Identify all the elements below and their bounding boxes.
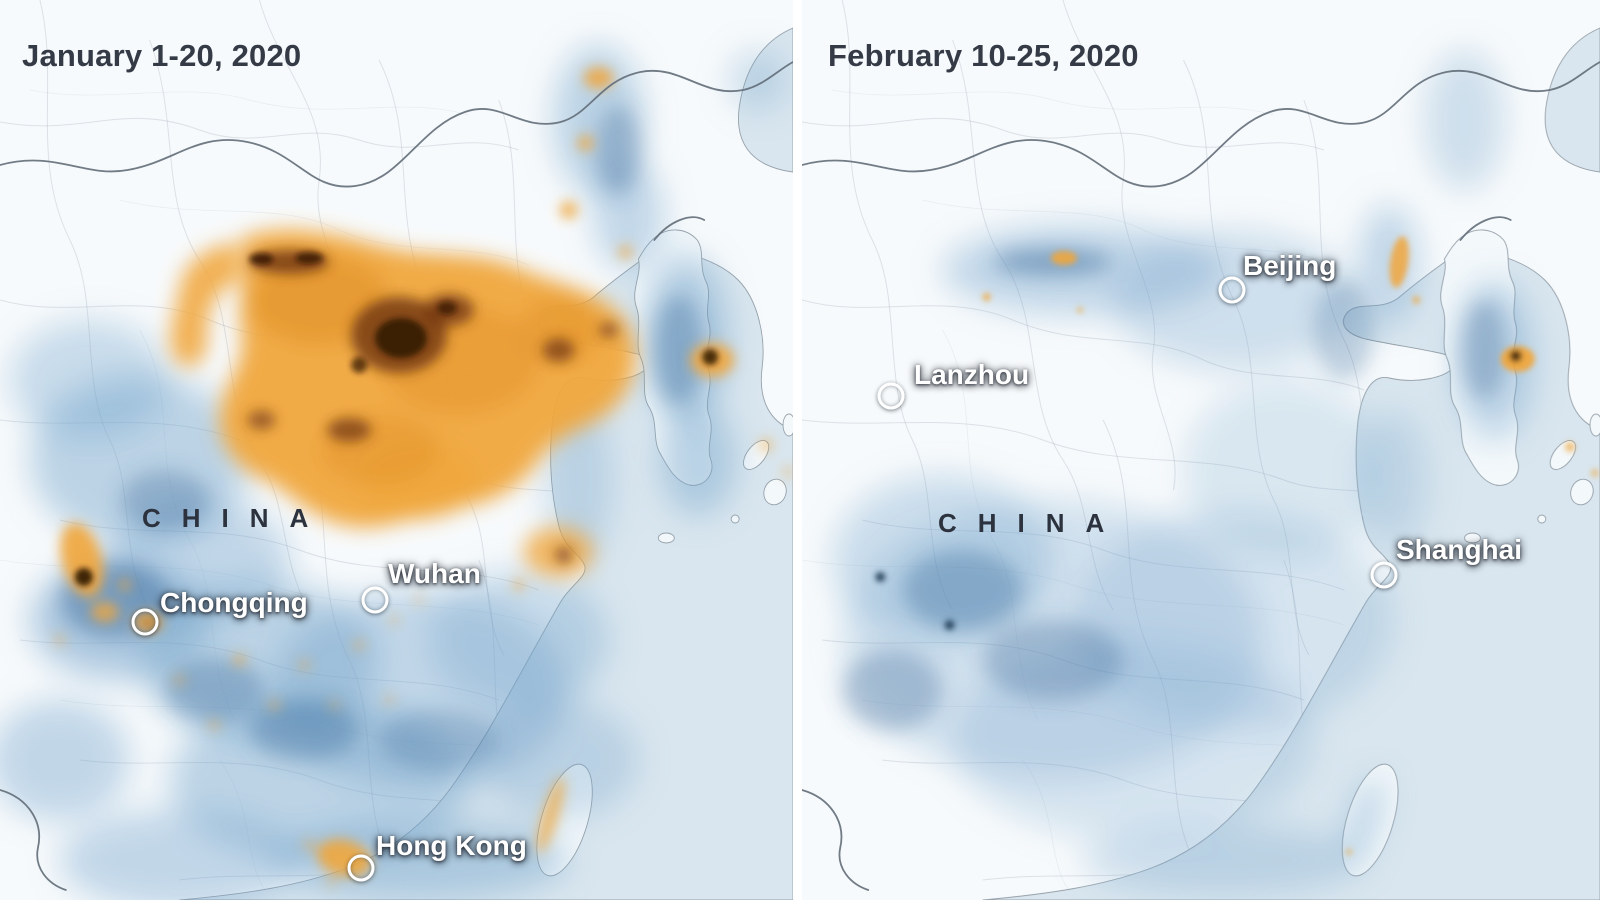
country-label-china-left: CHINA xyxy=(142,503,330,533)
city-ring-icon xyxy=(877,382,905,410)
city-label-lanzhou: Lanzhou xyxy=(914,359,1030,390)
panel-title-january: January 1-20, 2020 xyxy=(22,37,302,73)
city-label-wuhan: Wuhan xyxy=(388,558,481,589)
city-label-chongqing: Chongqing xyxy=(160,587,308,618)
city-label-beijing: Beijing xyxy=(1243,250,1337,281)
city-ring-icon xyxy=(361,586,389,614)
city-ring-icon xyxy=(1218,276,1246,304)
city-label-shanghai: Shanghai xyxy=(1396,534,1523,565)
city-ring-icon xyxy=(1370,561,1398,589)
panel-title-february: February 10-25, 2020 xyxy=(828,37,1139,73)
city-ring-icon xyxy=(347,854,375,882)
satellite-map-february xyxy=(802,0,1600,900)
map-panel-february: February 10-25, 2020 CHINA Beijing Lanzh… xyxy=(802,0,1600,900)
map-panel-january: January 1-20, 2020 CHINA Chongqing Wuhan… xyxy=(0,0,793,900)
city-label-hong-kong: Hong Kong xyxy=(376,830,527,861)
city-ring-icon xyxy=(131,608,159,636)
satellite-map-january xyxy=(0,0,793,900)
country-label-china-right: CHINA xyxy=(938,508,1126,538)
